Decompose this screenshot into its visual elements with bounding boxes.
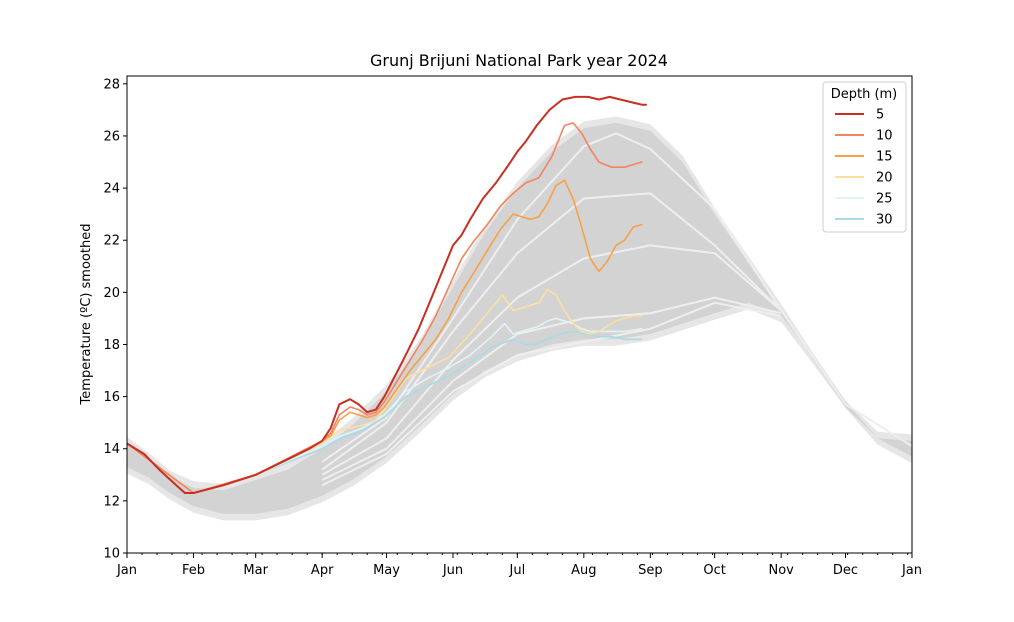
envelope-mean-line <box>321 192 782 471</box>
plot-area <box>127 95 912 521</box>
y-axis: 10 12 14 16 18 20 22 24 26 28 <box>103 77 127 562</box>
legend: Depth (m) 5 10 15 20 25 30 <box>822 81 907 233</box>
legend-label-depth-25: 25 <box>876 192 893 207</box>
x-tick-label: Mar <box>243 563 268 578</box>
y-tick-label: 24 <box>103 182 120 197</box>
x-tick-label: Oct <box>703 563 725 578</box>
legend-label-depth-30: 30 <box>876 213 893 228</box>
y-tick-label: 10 <box>103 547 120 562</box>
envelope-band <box>127 122 912 514</box>
y-axis-label: Temperature (ºC) smoothed <box>79 224 94 406</box>
x-tick-label: Aug <box>571 563 596 578</box>
legend-label-depth-15: 15 <box>876 150 893 165</box>
x-tick-label: Jan <box>116 563 137 578</box>
chart-title: Grunj Brijuni National Park year 2024 <box>370 51 668 70</box>
legend-label-depth-5: 5 <box>876 108 884 123</box>
x-tick-label: Feb <box>182 563 205 578</box>
y-tick-label: 26 <box>103 129 120 144</box>
x-tick-label: Jul <box>509 563 526 578</box>
x-tick-label: Apr <box>311 563 334 578</box>
series-line-depth-5 <box>127 95 647 494</box>
plot-frame <box>126 75 913 554</box>
series-line-depth-30 <box>127 330 643 494</box>
x-tick-label: May <box>373 563 400 578</box>
y-tick-label: 22 <box>103 234 120 249</box>
y-tick-label: 14 <box>103 442 120 457</box>
series-line-depth-10 <box>127 122 643 494</box>
x-tick-label: Jun <box>442 563 463 578</box>
series-line-depth-25 <box>127 317 643 494</box>
y-tick-label: 20 <box>103 286 120 301</box>
legend-label-depth-20: 20 <box>876 171 893 186</box>
legend-title: Depth (m) <box>831 87 898 102</box>
envelope-mean-line <box>321 132 912 463</box>
legend-items: 5 10 15 20 25 30 <box>835 108 893 228</box>
x-tick-label: Jan <box>901 563 922 578</box>
y-tick-label: 28 <box>103 77 120 92</box>
x-axis: Jan Feb Mar Apr May Jun Jul Aug Sep Oct Nov Dec Jan <box>116 553 922 578</box>
historical-envelope <box>127 116 912 521</box>
envelope-mean-line <box>321 244 782 476</box>
envelope-mean-line <box>321 296 782 481</box>
x-tick-label: Dec <box>833 563 858 578</box>
series-line-depth-20 <box>127 288 643 494</box>
y-tick-label: 12 <box>103 494 120 509</box>
y-tick-label: 16 <box>103 390 120 405</box>
legend-box <box>822 81 907 233</box>
x-tick-label: Sep <box>638 563 663 578</box>
envelope-mean-line <box>321 301 782 487</box>
series-lines <box>127 95 647 494</box>
legend-label-depth-10: 10 <box>876 129 893 144</box>
x-tick-label: Nov <box>768 563 794 578</box>
y-tick-label: 18 <box>103 338 120 353</box>
series-line-depth-15 <box>127 179 643 494</box>
